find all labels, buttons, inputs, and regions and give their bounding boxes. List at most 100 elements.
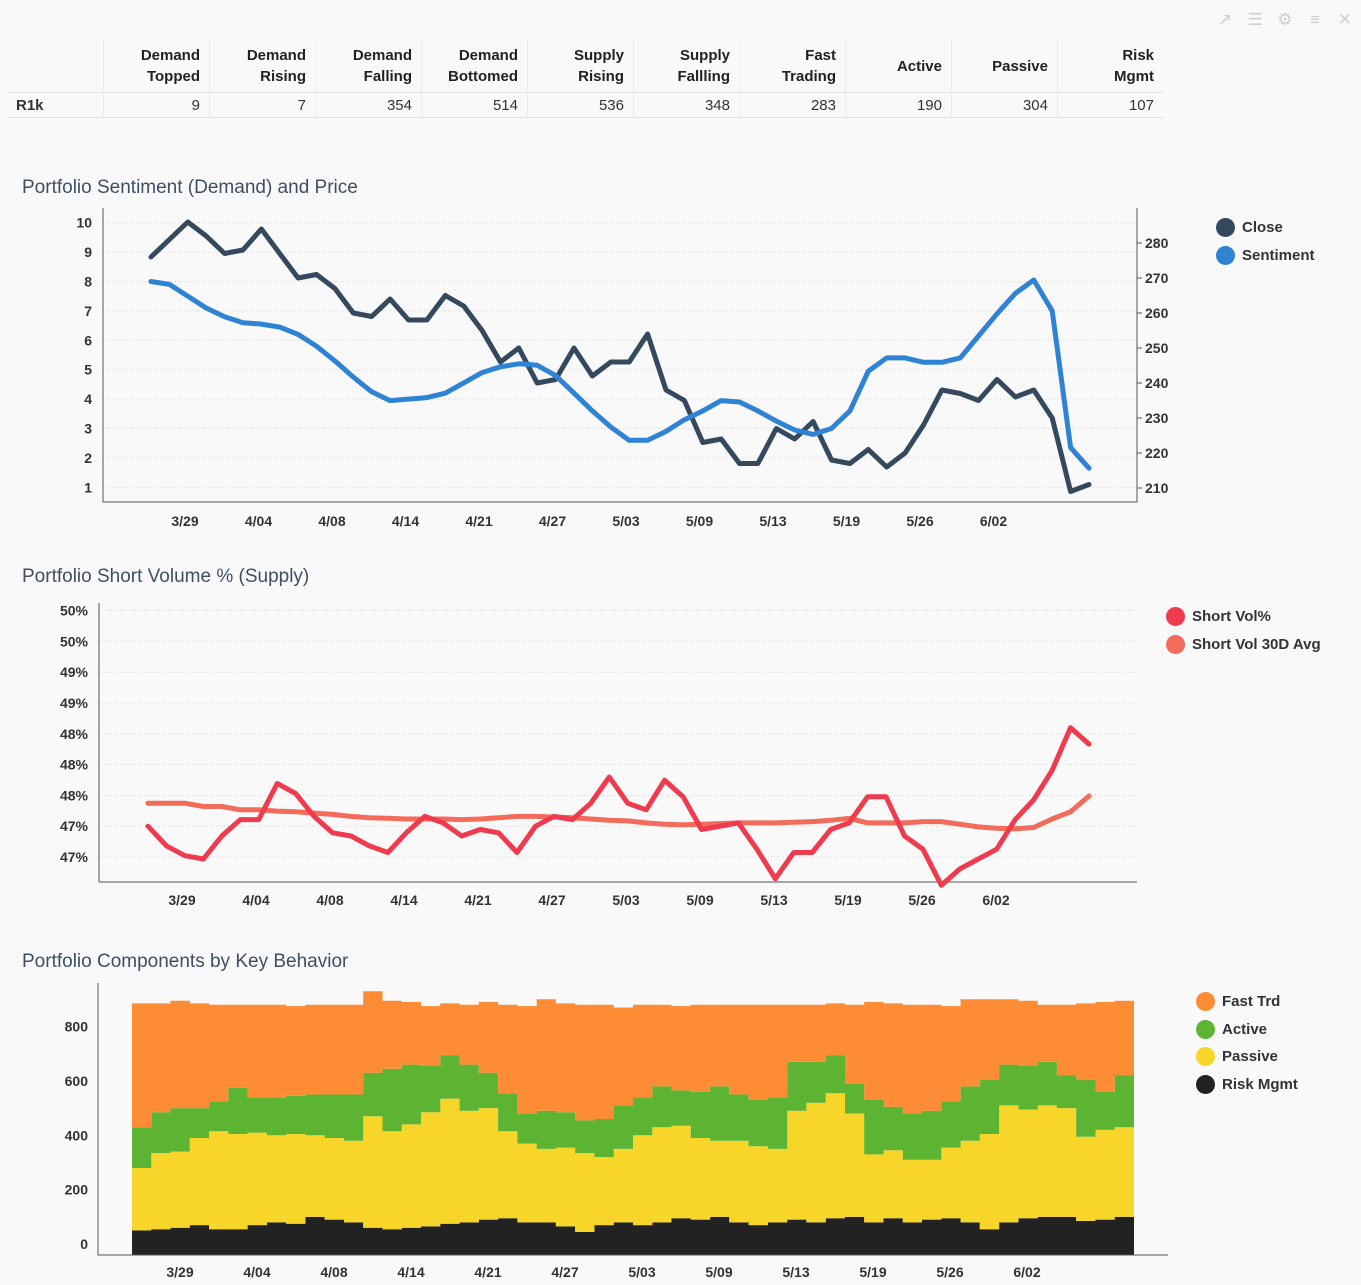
y2-tick-label: 270 <box>1145 270 1169 286</box>
x-tick-label: 3/29 <box>166 1264 193 1280</box>
y-tick-label: 600 <box>65 1073 89 1089</box>
chart1-legend: Close Sentiment <box>1216 214 1315 269</box>
legend-item-fast-trd[interactable]: Fast Trd <box>1196 988 1298 1016</box>
x-tick-label: 5/03 <box>612 892 639 908</box>
x-tick-label: 3/29 <box>171 513 198 529</box>
summary-corner <box>8 40 104 93</box>
y-tick-label: 4 <box>84 391 92 407</box>
y-tick-label: 2 <box>84 450 92 466</box>
col-header: Demand Bottomed <box>421 40 528 93</box>
table-cell: 7 <box>209 92 316 118</box>
legend-item-sentiment[interactable]: Sentiment <box>1216 242 1315 270</box>
y-tick-label: 800 <box>65 1019 89 1035</box>
x-tick-label: 4/27 <box>538 892 565 908</box>
stacked-area-fast-trd <box>132 991 1134 1128</box>
x-tick-label: 5/26 <box>936 1264 963 1280</box>
y-tick-label: 47% <box>60 849 89 865</box>
x-tick-label: 5/19 <box>834 892 861 908</box>
stacked-area-active <box>132 1055 1134 1168</box>
col-header: Fast Trading <box>739 40 846 93</box>
x-tick-label: 3/29 <box>168 892 195 908</box>
x-tick-label: 5/03 <box>612 513 639 529</box>
y2-tick-label: 240 <box>1145 375 1169 391</box>
legend-swatch <box>1196 992 1215 1012</box>
legend-item-close[interactable]: Close <box>1216 214 1315 242</box>
chart3-legend: Fast Trd Active Passive Risk Mgmt <box>1196 988 1298 1098</box>
y2-tick-label: 220 <box>1145 445 1169 461</box>
x-tick-label: 5/03 <box>628 1264 655 1280</box>
y2-tick-label: 250 <box>1145 340 1169 356</box>
gear-icon[interactable]: ⚙ <box>1277 10 1293 29</box>
legend-item-short-vol-30d[interactable]: Short Vol 30D Avg <box>1166 631 1321 659</box>
legend-item-risk-mgmt[interactable]: Risk Mgmt <box>1196 1071 1298 1099</box>
col-header: Risk Mgmt <box>1057 40 1163 93</box>
y-tick-label: 50% <box>60 633 89 649</box>
close-icon[interactable]: ✕ <box>1337 10 1353 29</box>
series-line-close <box>148 219 1092 494</box>
chart1-title: Portfolio Sentiment (Demand) and Price <box>22 177 358 198</box>
legend-item-active[interactable]: Active <box>1196 1016 1298 1044</box>
table-cell: 304 <box>951 92 1058 118</box>
x-tick-label: 5/13 <box>782 1264 809 1280</box>
legend-swatch <box>1196 1019 1215 1039</box>
y2-tick-label: 210 <box>1145 480 1169 496</box>
x-tick-label: 4/21 <box>464 892 491 908</box>
stacked-area-risk-mgmt <box>132 1216 1134 1255</box>
x-tick-label: 5/19 <box>859 1264 886 1280</box>
legend-item-passive[interactable]: Passive <box>1196 1043 1298 1071</box>
x-tick-label: 5/09 <box>686 513 713 529</box>
x-tick-label: 4/14 <box>390 892 417 908</box>
x-tick-label: 4/04 <box>243 1264 270 1280</box>
series-line-sentiment <box>148 277 1092 471</box>
x-tick-label: 4/27 <box>551 1264 578 1280</box>
x-tick-label: 5/13 <box>760 892 787 908</box>
x-tick-label: 4/27 <box>539 513 566 529</box>
x-tick-label: 4/14 <box>397 1264 424 1280</box>
col-header: Supply Fallling <box>633 40 740 93</box>
col-header: Active <box>845 40 952 93</box>
x-tick-label: 4/08 <box>316 892 343 908</box>
series-line-short-vol-30d-avg <box>145 793 1092 832</box>
summary-header-row: Demand Topped Demand Rising Demand Falling … <box>8 40 1163 93</box>
table-cell: 354 <box>315 92 422 118</box>
col-header: Demand Falling <box>315 40 422 93</box>
short-volume-chart: 47%47%48%48%48%49%49%50%50%51%3/294/044/… <box>60 603 1137 908</box>
legend-swatch <box>1216 218 1235 238</box>
col-header: Demand Rising <box>209 40 316 93</box>
x-tick-label: 6/02 <box>982 892 1009 908</box>
y-tick-label: 0 <box>80 1236 88 1252</box>
table-cell: 283 <box>739 92 846 118</box>
y-tick-label: 47% <box>60 818 89 834</box>
y-tick-label: 49% <box>60 664 89 680</box>
table-cell: 514 <box>421 92 528 118</box>
y-tick-label: 8 <box>84 274 92 290</box>
x-tick-label: 5/13 <box>759 513 786 529</box>
legend-swatch <box>1196 1047 1215 1067</box>
legend-item-short-vol[interactable]: Short Vol% <box>1166 603 1321 631</box>
x-tick-label: 4/08 <box>318 513 345 529</box>
x-tick-label: 4/04 <box>245 513 272 529</box>
x-tick-label: 4/04 <box>242 892 269 908</box>
col-header: Passive <box>951 40 1058 93</box>
legend-swatch <box>1216 245 1235 265</box>
x-tick-label: 4/14 <box>392 513 419 529</box>
table-cell: 348 <box>633 92 740 118</box>
expand-icon[interactable]: ↗ <box>1217 10 1233 29</box>
document-icon[interactable]: ☰ <box>1247 10 1263 29</box>
y-tick-label: 9 <box>84 244 92 260</box>
summary-table: Demand Topped Demand Rising Demand Falling … <box>8 40 1163 118</box>
x-tick-label: 4/08 <box>320 1264 347 1280</box>
summary-row-r1k: R1k 9 7 354 514 536 348 283 190 304 107 <box>8 92 1163 118</box>
y2-tick-label: 260 <box>1145 305 1169 321</box>
y-tick-label: 10 <box>76 215 92 231</box>
x-tick-label: 5/09 <box>705 1264 732 1280</box>
list-icon[interactable]: ≡ <box>1310 10 1320 29</box>
y-tick-label: 48% <box>60 726 89 742</box>
y-tick-label: 49% <box>60 695 89 711</box>
y-tick-label: 7 <box>84 303 92 319</box>
y-tick-label: 48% <box>60 757 89 773</box>
table-cell: 190 <box>845 92 952 118</box>
y-tick-label: 200 <box>65 1182 89 1198</box>
series-line-short-vol- <box>145 725 1092 888</box>
chart2-title: Portfolio Short Volume % (Supply) <box>22 566 310 587</box>
